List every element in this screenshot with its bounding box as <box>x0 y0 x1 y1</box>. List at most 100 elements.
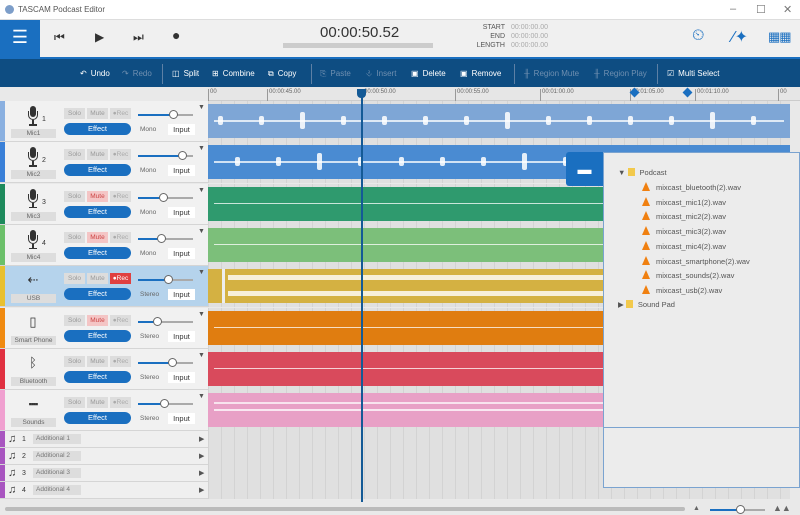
effect-button[interactable]: Effect <box>64 329 131 342</box>
effect-button[interactable]: Effect <box>64 288 131 301</box>
volume-knob[interactable] <box>153 316 163 326</box>
file-item[interactable]: mixcast_sounds(2).wav <box>642 270 734 281</box>
file-item[interactable]: mixcast_mic3(2).wav <box>642 226 726 237</box>
file-item[interactable]: mixcast_usb(2).wav <box>642 284 722 296</box>
solo-button[interactable]: Solo <box>64 314 85 326</box>
additional-track[interactable]: ♫ 2 Additional 2 ▶ <box>0 448 208 465</box>
region-play-button[interactable]: ╫ Region Play <box>594 69 647 78</box>
file-item[interactable]: mixcast_bluetooth(2).wav <box>642 182 741 193</box>
volume-slider[interactable] <box>138 233 193 243</box>
solo-button[interactable]: Solo <box>64 231 85 243</box>
track-lane[interactable] <box>208 266 790 308</box>
solo-button[interactable]: Solo <box>64 355 85 367</box>
rec-button[interactable]: ●Rec <box>110 273 131 285</box>
additional-track[interactable]: ♫ 1 Additional 1 ▶ <box>0 431 208 448</box>
solo-button[interactable]: Solo <box>64 108 85 119</box>
mute-button[interactable]: Mute <box>87 273 108 285</box>
additional-track[interactable]: ♫ 3 Additional 3 ▶ <box>0 465 208 482</box>
track-lane[interactable] <box>208 142 790 184</box>
zoom-slider-knob[interactable] <box>736 505 746 514</box>
track-sounds[interactable]: ▪▪▪▪ Sounds Solo Mute ●Rec Effect Stereo… <box>0 390 208 432</box>
maximize-button[interactable]: ☐ <box>756 4 766 16</box>
input-button[interactable]: Input <box>168 371 195 383</box>
rec-button[interactable]: ●Rec <box>110 108 131 119</box>
expand-right-icon[interactable]: ▶ <box>199 487 205 494</box>
track-smart-phone[interactable]: ▯ Smart Phone Solo Mute ●Rec Effect Ster… <box>0 307 208 349</box>
volume-knob[interactable] <box>157 233 167 243</box>
mute-button[interactable]: Mute <box>87 149 108 161</box>
record-icon[interactable]: ● <box>172 27 181 43</box>
volume-knob[interactable] <box>158 192 168 202</box>
solo-button[interactable]: Solo <box>64 273 85 285</box>
mute-button[interactable]: Mute <box>87 355 108 367</box>
effect-button[interactable]: Effect <box>64 123 131 135</box>
timeline-ruler[interactable]: 00 00:00:45.00 00:00:50.00 00:00:55.00 00:01… <box>208 87 800 101</box>
track-menu-dropdown-icon[interactable]: ▼ <box>198 269 205 277</box>
effect-button[interactable]: Effect <box>64 205 131 218</box>
track-lane[interactable] <box>208 101 790 142</box>
track-menu-dropdown-icon[interactable]: ▼ <box>198 393 205 401</box>
volume-slider[interactable] <box>138 110 193 119</box>
menu-hamburger-icon[interactable]: ☰ <box>0 20 40 57</box>
remove-button[interactable]: ▣ Remove <box>460 69 501 78</box>
expand-right-icon[interactable]: ▶ <box>199 453 205 460</box>
track-menu-dropdown-icon[interactable]: ▼ <box>198 310 205 318</box>
track-menu-dropdown-icon[interactable]: ▼ <box>198 145 205 153</box>
undo-button[interactable]: ↶ Undo <box>80 69 110 78</box>
expand-right-icon[interactable]: ▶ <box>199 470 205 477</box>
skip-forward-icon[interactable]: ⏭ <box>133 30 144 44</box>
audio-clip[interactable] <box>208 104 790 138</box>
rec-button[interactable]: ●Rec <box>110 397 131 409</box>
input-button[interactable]: Input <box>168 206 195 218</box>
file-item[interactable]: mixcast_mic1(2).wav <box>642 196 726 208</box>
mute-button[interactable]: Mute <box>87 397 108 409</box>
track-menu-dropdown-icon[interactable]: ▼ <box>198 104 205 111</box>
rec-button[interactable]: ●Rec <box>110 355 131 367</box>
track-usb[interactable]: ⇠ USB Solo Mute ●Rec Effect Stereo Input… <box>0 266 208 308</box>
volume-slider[interactable] <box>138 192 193 202</box>
paste-button[interactable]: ⎘ Paste <box>320 69 351 79</box>
track-menu-dropdown-icon[interactable]: ▼ <box>198 186 205 194</box>
volume-slider[interactable] <box>138 399 193 409</box>
play-icon[interactable]: ▶ <box>95 30 105 44</box>
input-button[interactable]: Input <box>168 247 195 259</box>
solo-button[interactable]: Solo <box>64 190 85 202</box>
effect-button[interactable]: Effect <box>64 412 131 425</box>
rec-button[interactable]: ●Rec <box>110 231 131 243</box>
grid-apps-icon[interactable]: ▦▦ <box>768 29 792 44</box>
magic-wand-icon[interactable]: ⁄✦ <box>732 29 749 46</box>
split-button[interactable]: ◫ Split <box>172 69 199 78</box>
file-item[interactable]: mixcast_smartphone(2).wav <box>642 255 750 267</box>
delete-button[interactable]: ▣ Delete <box>411 69 446 78</box>
mute-button[interactable]: Mute <box>87 314 108 326</box>
volume-knob[interactable] <box>160 399 170 409</box>
file-item[interactable]: mixcast_mic4(2).wav <box>642 240 726 252</box>
region-mute-button[interactable]: ╫ Region Mute <box>524 69 579 78</box>
minimize-button[interactable]: – <box>730 3 737 15</box>
multi-select-button[interactable]: ☑ Multi Select <box>667 69 720 78</box>
zoom-out-icon[interactable]: ▲ <box>693 505 700 512</box>
expand-right-icon[interactable]: ▶ <box>199 436 205 443</box>
volume-slider[interactable] <box>138 357 193 367</box>
solo-button[interactable]: Solo <box>64 149 85 161</box>
mute-button[interactable]: Mute <box>87 190 108 202</box>
input-button[interactable]: Input <box>168 289 195 301</box>
track-mic2[interactable]: 2 Mic2 Solo Mute ●Rec Effect Mono Input … <box>0 142 208 184</box>
skip-back-icon[interactable]: ⏮ <box>54 30 65 44</box>
folder-sound-pad[interactable]: ▶ Sound Pad <box>618 300 675 310</box>
playhead-handle[interactable] <box>357 89 366 98</box>
zoom-in-icon[interactable]: ▲▲ <box>773 503 791 513</box>
close-button[interactable]: ✕ <box>783 4 793 16</box>
solo-button[interactable]: Solo <box>64 397 85 409</box>
mute-button[interactable]: Mute <box>87 231 108 243</box>
redo-button[interactable]: ↷ Redo <box>122 69 152 78</box>
volume-knob[interactable] <box>169 110 179 119</box>
history-clock-icon[interactable]: ⏲ <box>692 27 705 44</box>
time-progress-bar[interactable] <box>283 43 433 48</box>
additional-track[interactable]: ♫ 4 Additional 4 ▶ <box>0 482 208 499</box>
input-button[interactable]: Input <box>168 413 195 425</box>
rec-button[interactable]: ●Rec <box>110 190 131 202</box>
rec-button[interactable]: ●Rec <box>110 314 131 326</box>
volume-slider[interactable] <box>138 316 193 326</box>
insert-button[interactable]: ⎀ Insert <box>366 69 396 79</box>
